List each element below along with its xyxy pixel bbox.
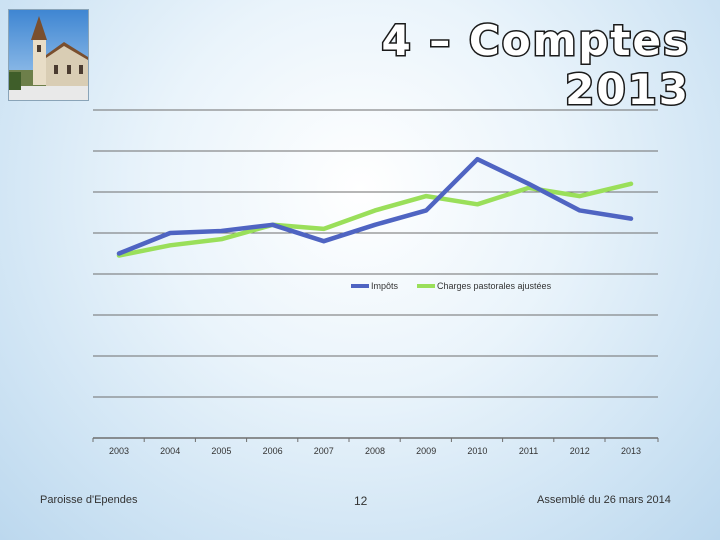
footer-date: Assemblé du 26 mars 2014 bbox=[537, 494, 671, 506]
x-tick-label: 2003 bbox=[109, 446, 129, 456]
x-tick-label: 2005 bbox=[211, 446, 231, 456]
chart-series bbox=[116, 156, 634, 258]
footer-parish: Paroisse d'Ependes bbox=[40, 494, 138, 506]
legend-label: Impôts bbox=[371, 281, 399, 291]
series-line-impots bbox=[116, 156, 634, 256]
x-tick-label: 2008 bbox=[365, 446, 385, 456]
x-axis-ticks: 2003 2004 2005 2006 2007 2008 2009 2010 2011 2012… bbox=[92, 438, 659, 456]
legend-label: Charges pastorales ajustées bbox=[437, 281, 552, 291]
page-number: 12 bbox=[354, 494, 368, 508]
series-line-charges bbox=[116, 181, 634, 258]
x-tick-label: 2011 bbox=[519, 446, 538, 456]
chart-legend: Impôts Charges pastorales ajustées bbox=[351, 281, 552, 291]
chart-gridlines bbox=[93, 109, 658, 439]
x-tick-label: 2012 bbox=[570, 446, 590, 456]
slide-title: 4 – Comptes 2013 bbox=[380, 15, 690, 116]
x-tick-label: 2010 bbox=[467, 446, 487, 456]
x-tick-label: 2007 bbox=[314, 446, 334, 456]
church-photo bbox=[8, 9, 89, 101]
x-tick-label: 2006 bbox=[263, 446, 283, 456]
x-tick-label: 2004 bbox=[160, 446, 180, 456]
x-tick-label: 2013 bbox=[621, 446, 641, 456]
line-chart: 2003 2004 2005 2006 2007 2008 2009 2010 2011 2012… bbox=[92, 109, 659, 456]
x-tick-label: 2009 bbox=[416, 446, 436, 456]
